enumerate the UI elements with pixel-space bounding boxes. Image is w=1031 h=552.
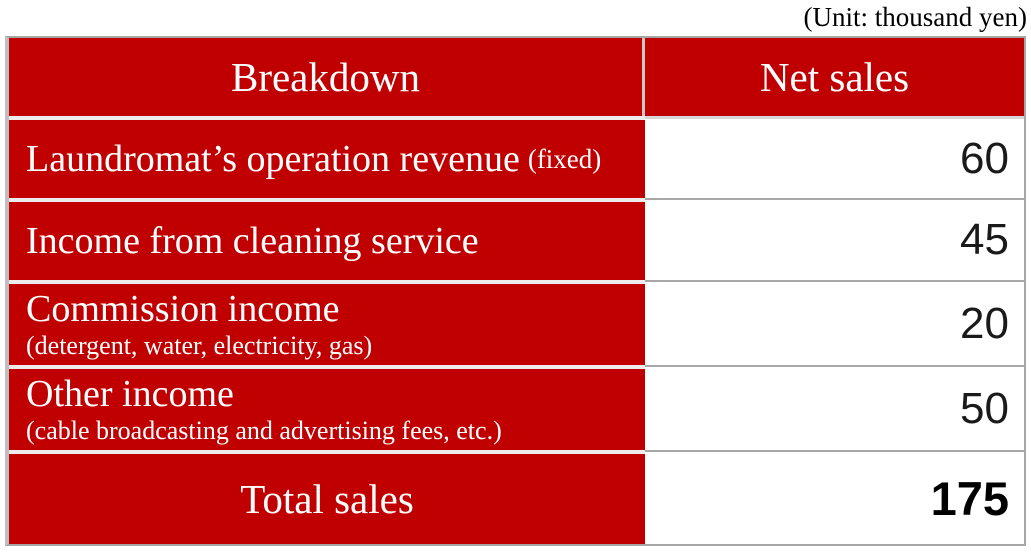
row-label: Other income xyxy=(26,373,234,416)
row-label: Laundromat’s operation revenue xyxy=(26,138,520,180)
row-label-stack: Other income (cable broadcasting and adv… xyxy=(26,375,502,444)
total-value: 175 xyxy=(930,471,1009,525)
column-header-breakdown: Breakdown xyxy=(9,38,645,116)
column-header-breakdown-label: Breakdown xyxy=(230,54,420,100)
row-label-note: (fixed) xyxy=(527,143,602,174)
row-value: 20 xyxy=(960,298,1009,348)
total-row-label: Total sales xyxy=(9,450,645,544)
row-label: Income from cleaning service xyxy=(26,220,479,262)
table-row-label-commission-income: Commission income (detergent, water, ele… xyxy=(9,280,645,365)
table-row-label-laundromat-revenue: Laundromat’s operation revenue (fixed) xyxy=(9,116,645,198)
row-value: 50 xyxy=(960,383,1009,433)
row-value: 45 xyxy=(960,215,1009,264)
net-sales-table: Breakdown Net sales Laundromat’s operati… xyxy=(5,36,1026,546)
row-label-stack: Commission income (detergent, water, ele… xyxy=(26,290,372,359)
table-row-value-commission-income: 20 xyxy=(645,280,1024,365)
table-row-value-laundromat-revenue: 60 xyxy=(645,116,1024,198)
column-header-net-sales-label: Net sales xyxy=(759,54,910,100)
total-label: Total sales xyxy=(240,476,414,522)
table-row-value-other-income: 50 xyxy=(645,365,1024,450)
column-header-net-sales: Net sales xyxy=(645,38,1024,116)
unit-note: (Unit: thousand yen) xyxy=(803,2,1027,32)
total-row-value: 175 xyxy=(645,450,1024,544)
row-value: 60 xyxy=(960,133,1009,183)
table-row-value-cleaning-income: 45 xyxy=(645,198,1024,280)
row-label-note: (detergent, water, electricity, gas) xyxy=(26,330,373,360)
table-row-label-other-income: Other income (cable broadcasting and adv… xyxy=(9,365,645,450)
row-label: Commission income xyxy=(26,288,340,331)
table-row-label-cleaning-income: Income from cleaning service xyxy=(9,198,645,280)
row-label-note: (cable broadcasting and advertising fees… xyxy=(26,415,502,445)
